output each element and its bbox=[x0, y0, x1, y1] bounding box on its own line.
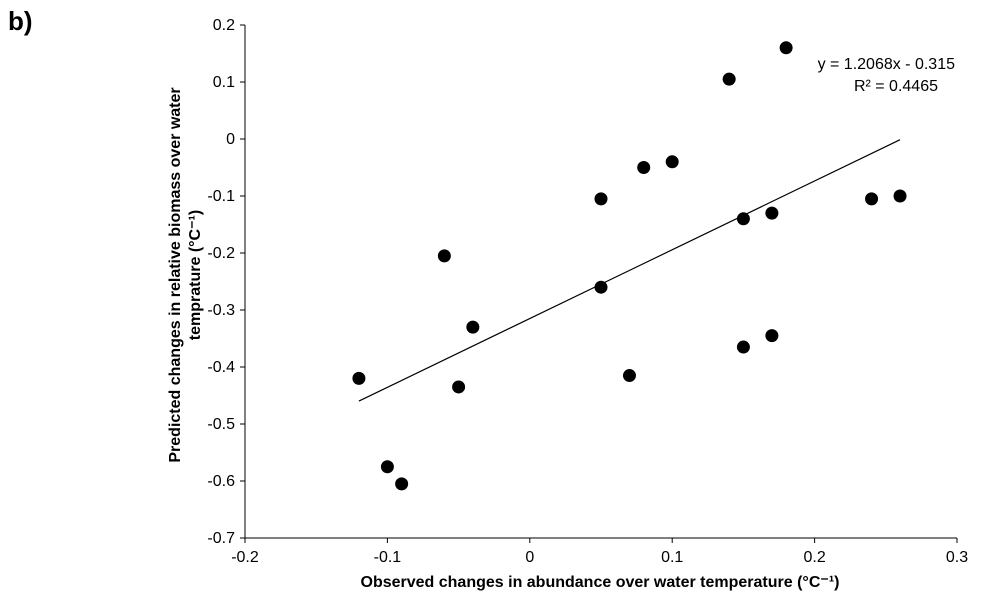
data-point bbox=[395, 477, 409, 491]
y-tick-label: -0.3 bbox=[207, 302, 235, 319]
trendline bbox=[358, 139, 901, 402]
data-point bbox=[437, 249, 451, 263]
data-point bbox=[765, 329, 779, 343]
data-point bbox=[594, 192, 608, 206]
y-tick-label: -0.2 bbox=[207, 245, 235, 262]
x-tick-label: -0.1 bbox=[374, 549, 402, 566]
y-axis-title-line2: temprature (°C⁻¹) bbox=[187, 210, 204, 340]
data-point bbox=[665, 155, 679, 169]
panel-label: b) bbox=[8, 6, 33, 36]
data-point bbox=[452, 380, 466, 394]
x-tick-label: 0 bbox=[525, 549, 534, 566]
data-point bbox=[736, 340, 750, 354]
y-tick-label: 0 bbox=[226, 131, 235, 148]
trendline-equation: y = 1.2068x - 0.315 bbox=[818, 56, 956, 73]
y-tick-label: -0.7 bbox=[207, 530, 235, 547]
y-tick-label: -0.6 bbox=[207, 473, 235, 490]
y-axis-title-line1: Predicted changes in relative biomass ov… bbox=[167, 87, 184, 462]
y-tick-label: 0.2 bbox=[213, 17, 235, 34]
data-point bbox=[637, 161, 651, 174]
data-point bbox=[722, 72, 736, 86]
data-point bbox=[352, 371, 366, 385]
data-point bbox=[594, 280, 608, 294]
data-point bbox=[622, 369, 636, 383]
y-tick-label: -0.5 bbox=[207, 416, 235, 433]
data-point bbox=[736, 212, 750, 226]
x-axis-title: Observed changes in abundance over water… bbox=[361, 574, 840, 591]
data-point bbox=[466, 320, 480, 334]
data-point bbox=[380, 460, 394, 474]
ticks: -0.2 -0.1 0 0.1 0.2 0.3 0.2 0.1 0 -0.1 -0.2 -0.3 -0.… bbox=[207, 17, 968, 566]
x-tick-label: 0.1 bbox=[661, 549, 683, 566]
x-tick-label: -0.2 bbox=[231, 549, 259, 566]
x-tick-label: 0.3 bbox=[946, 549, 968, 566]
data-points bbox=[352, 41, 907, 491]
axes bbox=[244, 25, 957, 539]
data-point bbox=[865, 192, 879, 206]
r-squared-label: R² = 0.4465 bbox=[854, 78, 938, 95]
y-tick-label: -0.4 bbox=[207, 359, 235, 376]
data-point bbox=[779, 41, 793, 55]
y-tick-label: -0.1 bbox=[207, 188, 235, 205]
y-tick-label: 0.1 bbox=[213, 74, 235, 91]
data-point bbox=[893, 189, 907, 203]
data-point bbox=[765, 206, 779, 220]
x-tick-label: 0.2 bbox=[803, 549, 825, 566]
